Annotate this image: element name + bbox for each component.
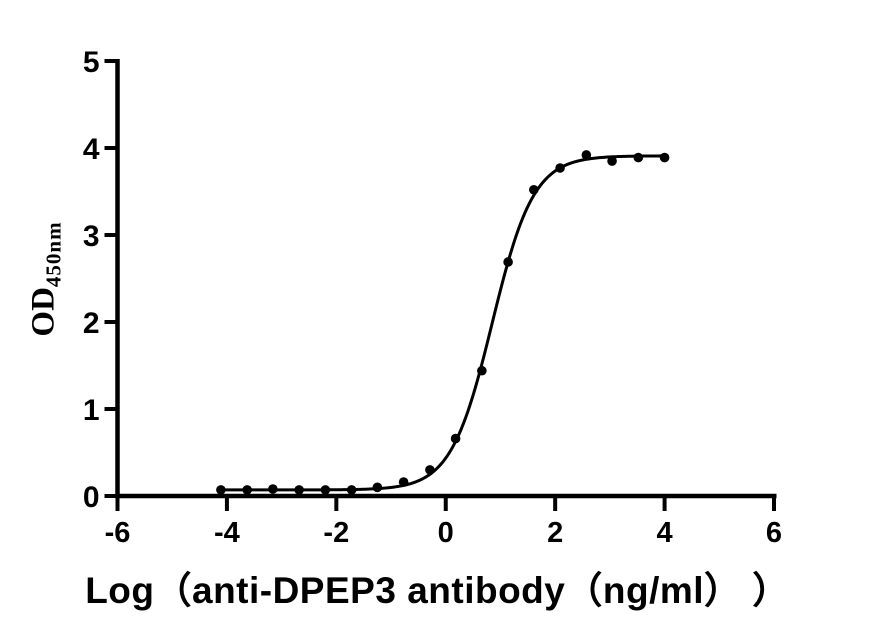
y-tick-label: 4 — [83, 133, 100, 166]
data-point — [268, 484, 278, 494]
data-point — [555, 163, 565, 173]
data-point — [607, 156, 617, 166]
y-axis-title: OD450nm — [26, 221, 67, 336]
data-point — [242, 485, 252, 495]
data-point — [398, 477, 409, 487]
data-point — [633, 152, 644, 163]
fit-curve — [219, 154, 665, 492]
data-point — [450, 433, 461, 444]
x-axis-title: Log（anti-DPEP3 antibody（ng/ml） ） — [85, 570, 790, 611]
data-point — [320, 485, 331, 495]
x-tick-label: -4 — [214, 517, 240, 549]
data-point — [372, 482, 383, 493]
data-point — [659, 152, 670, 163]
data-point — [425, 465, 435, 475]
data-point — [503, 257, 513, 267]
y-tick-label: 2 — [83, 307, 100, 340]
data-point — [477, 365, 487, 376]
y-tick-label: 5 — [83, 46, 100, 79]
y-axis-title-subscript: 450nm — [41, 221, 66, 288]
y-tick-label: 1 — [83, 394, 100, 427]
data-point — [346, 485, 357, 495]
x-tick-label: 2 — [547, 517, 563, 549]
x-tick-label: -6 — [105, 517, 131, 549]
x-tick-label: 6 — [766, 517, 782, 549]
x-tick-label: -2 — [323, 517, 349, 549]
y-tick-label: 0 — [83, 481, 100, 514]
data-point — [216, 485, 226, 495]
y-axis-title-main: OD — [25, 287, 62, 337]
x-tick-label: 0 — [438, 517, 454, 549]
x-tick-label: 4 — [657, 517, 673, 549]
y-tick-label: 3 — [83, 220, 100, 253]
data-point — [294, 485, 304, 495]
data-point — [529, 184, 539, 195]
data-point — [581, 150, 592, 160]
